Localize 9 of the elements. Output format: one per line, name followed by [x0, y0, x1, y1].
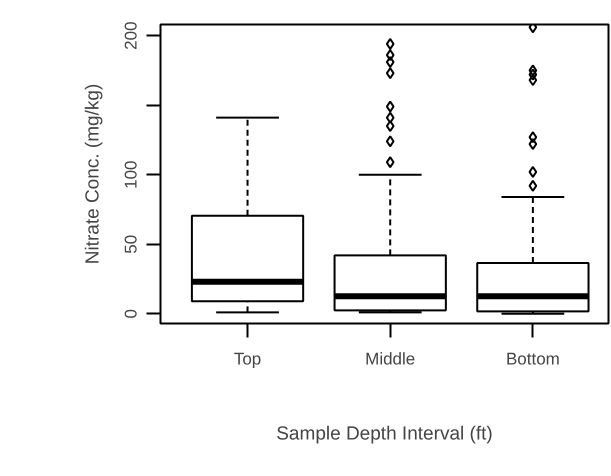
y-tick-label: 50	[122, 234, 140, 254]
x-tick-label: Middle	[365, 350, 416, 368]
x-axis-title: Sample Depth Interval (ft)	[276, 424, 493, 444]
x-tick-label: Bottom	[506, 350, 560, 368]
y-tick-label: 0	[122, 309, 140, 318]
y-tick-label: 100	[122, 160, 140, 189]
y-tick-label: 200	[122, 21, 140, 50]
y-axis-title: Nitrate Conc. (mg/kg)	[82, 84, 104, 264]
x-tick-label: Top	[234, 350, 262, 368]
